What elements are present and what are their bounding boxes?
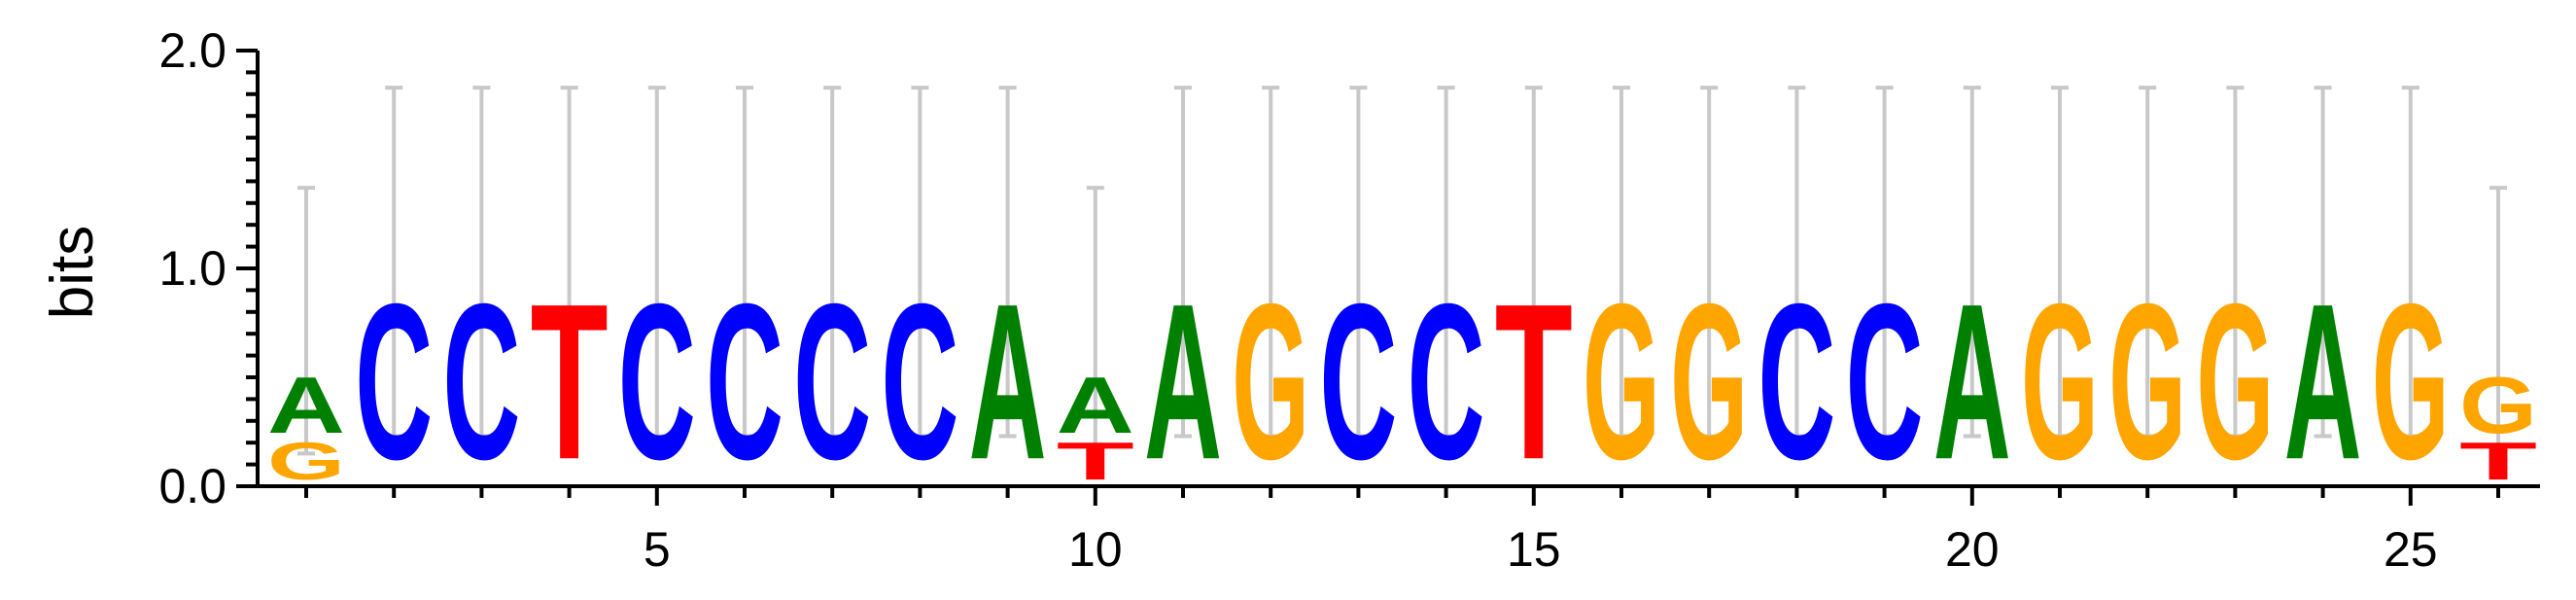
y-axis-ticks: 0.0 1.0 2.0 <box>158 23 258 513</box>
y-axis-title: bits <box>39 226 106 319</box>
logo-letter-A: A <box>267 360 345 449</box>
x-tick-label: 25 <box>2384 522 2438 577</box>
y-tick-label: 2.0 <box>158 23 226 78</box>
logo-letter-C: C <box>706 259 783 506</box>
y-tick-label: 0.0 <box>158 459 226 513</box>
logo-letter-A: A <box>969 259 1047 506</box>
logo-letter-G: G <box>1583 258 1660 506</box>
logo-letter-A: A <box>1057 360 1134 449</box>
logo-letter-G: G <box>2196 258 2274 506</box>
x-tick-label: 10 <box>1068 522 1123 577</box>
logo-letter-C: C <box>1408 259 1485 506</box>
logo-letter-A: A <box>2284 259 2362 506</box>
logo-letter-G: G <box>1232 258 1309 506</box>
logo-letter-C: C <box>355 259 433 506</box>
letter-stacks: GA C C T C C C C A TA A G C C T G G C C A G G G A G TG <box>267 258 2537 507</box>
logo-letter-G: G <box>2021 258 2099 506</box>
logo-letter-C: C <box>1319 259 1397 506</box>
logo-letter-C: C <box>618 259 696 506</box>
logo-letter-G: G <box>1670 258 1748 506</box>
x-tick-label: 5 <box>644 522 671 577</box>
logo-letter-A: A <box>1144 259 1222 506</box>
logo-letter-C: C <box>1758 259 1835 506</box>
logo-letter-G: G <box>2372 258 2450 506</box>
logo-letter-T: T <box>531 258 609 506</box>
logo-letter-G: G <box>2459 360 2537 449</box>
logo-letter-A: A <box>1933 259 2011 506</box>
y-tick-label: 1.0 <box>158 241 226 296</box>
x-tick-label: 15 <box>1507 522 1561 577</box>
logo-letter-C: C <box>1846 259 1924 506</box>
logo-letter-C: C <box>793 259 871 506</box>
logo-letter-C: C <box>442 259 520 506</box>
logo-letter-T: T <box>1495 258 1573 506</box>
x-tick-label: 20 <box>1945 522 2000 577</box>
logo-letter-G: G <box>2108 258 2186 506</box>
logo-letter-C: C <box>881 259 958 506</box>
